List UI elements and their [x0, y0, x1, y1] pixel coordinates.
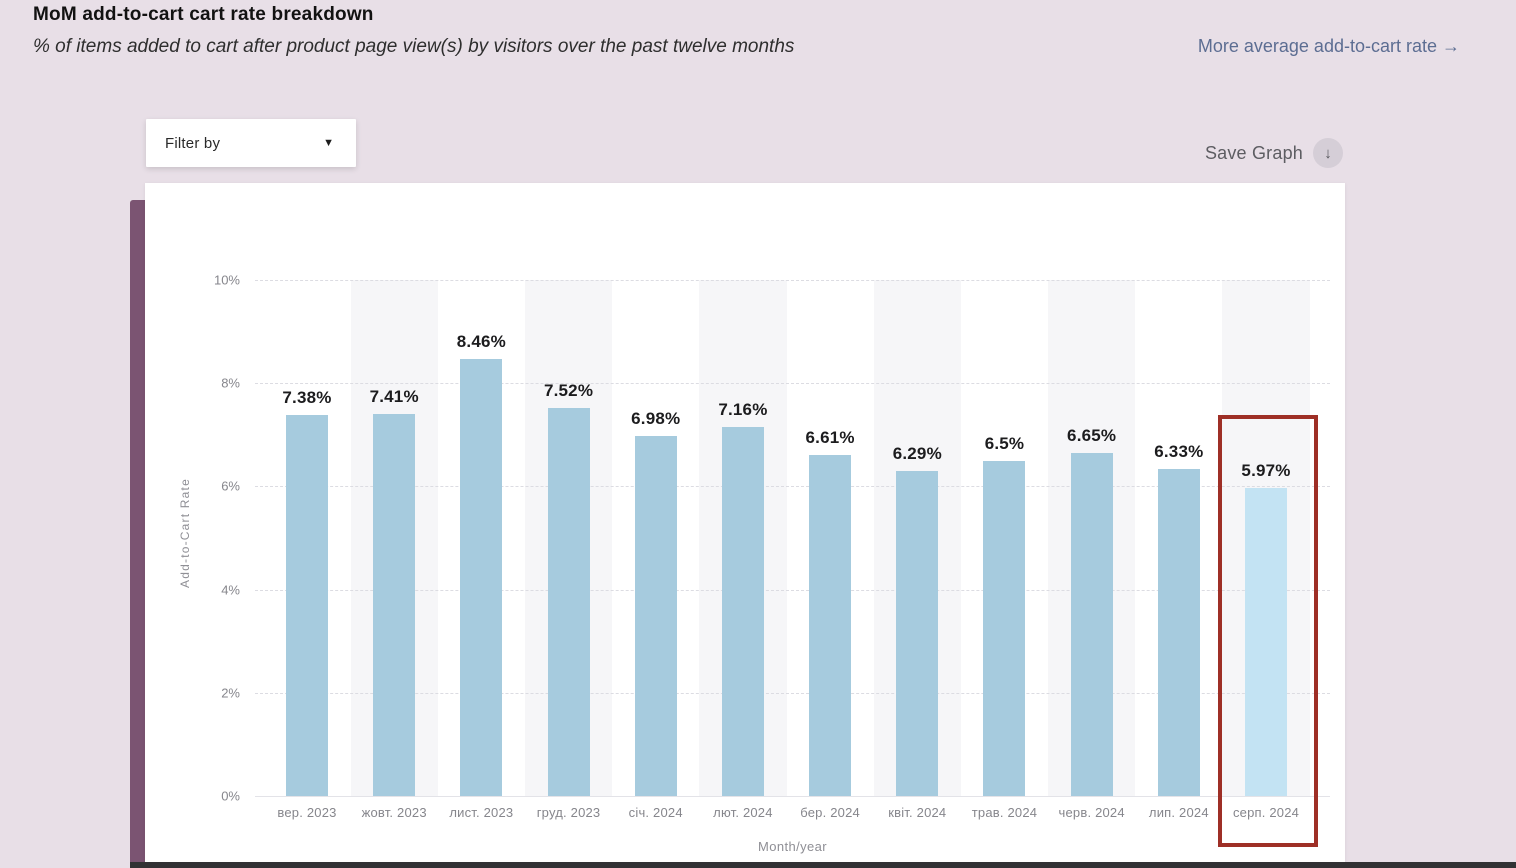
- y-tick-label: 8%: [221, 375, 240, 391]
- chart-panel: Add-to-Cart Rate 0% 2% 4% 6% 8% 10% 7.38% вер. …: [145, 183, 1345, 868]
- x-tick-label: лист. 2023: [449, 805, 514, 820]
- page-title: MoM add-to-cart cart rate breakdown: [33, 4, 374, 25]
- x-tick-label: квіт. 2024: [888, 805, 947, 820]
- bar-9[interactable]: [983, 460, 1026, 796]
- chevron-down-icon: ▼: [323, 137, 334, 149]
- bar-8[interactable]: [896, 471, 939, 796]
- x-tick-label: лип. 2024: [1148, 805, 1209, 820]
- bar-value-label: 7.38%: [282, 388, 332, 408]
- grid-line: [255, 589, 1330, 591]
- left-accent-strip: [130, 200, 146, 868]
- bar-2[interactable]: [373, 413, 416, 796]
- bar-10[interactable]: [1070, 452, 1113, 796]
- bar-value-label: 6.5%: [984, 433, 1025, 453]
- x-tick-label: січ. 2024: [628, 805, 683, 820]
- x-tick-label: груд. 2023: [536, 805, 601, 820]
- bar-value-label: 6.61%: [805, 427, 855, 447]
- y-axis-title: Add-to-Cart Rate: [178, 478, 192, 588]
- x-tick-label: трав. 2024: [971, 805, 1038, 820]
- grid-line: [255, 280, 1330, 281]
- bar-3[interactable]: [460, 359, 503, 796]
- bar-value-label: 7.41%: [369, 386, 419, 406]
- page-subtitle: % of items added to cart after product p…: [33, 36, 795, 57]
- bar-5[interactable]: [634, 435, 677, 796]
- grid-line: [255, 486, 1330, 488]
- grid-line: [255, 692, 1330, 694]
- x-tick-label: бер. 2024: [800, 805, 860, 820]
- y-tick-label: 10%: [213, 272, 240, 288]
- bottom-edge-bar: [130, 862, 1516, 868]
- grid-line: [255, 383, 1330, 385]
- bar-value-label: 8.46%: [456, 332, 506, 352]
- bar-4[interactable]: [547, 407, 590, 796]
- x-tick-label: черв. 2024: [1058, 805, 1125, 820]
- filter-by-label: Filter by: [165, 134, 221, 152]
- bar-1[interactable]: [286, 415, 328, 796]
- bar-value-label: 6.29%: [892, 444, 942, 464]
- x-axis-title: Month/year: [757, 839, 828, 854]
- bar-12[interactable]: [1245, 487, 1288, 796]
- save-graph-button[interactable]: Save Graph ↓: [1205, 138, 1343, 168]
- bar-value-label: 6.33%: [1154, 442, 1204, 462]
- bar-value-label: 7.16%: [718, 399, 768, 419]
- x-tick-label: вер. 2023: [277, 805, 337, 820]
- bar-value-label: 6.65%: [1067, 425, 1117, 445]
- save-graph-label: Save Graph: [1204, 142, 1303, 163]
- more-average-add-to-cart-rate-link[interactable]: More average add-to-cart rate →: [1197, 36, 1460, 56]
- filter-by-dropdown[interactable]: Filter by ▼: [146, 119, 356, 167]
- x-tick-label: серп. 2024: [1232, 805, 1300, 820]
- bar-value-label: 6.98%: [631, 408, 681, 428]
- bar-6[interactable]: [721, 426, 764, 796]
- download-icon[interactable]: ↓: [1313, 138, 1343, 168]
- bar-7[interactable]: [809, 454, 852, 796]
- x-tick-label: лют. 2024: [713, 805, 773, 820]
- y-tick-label: 2%: [221, 685, 240, 701]
- y-tick-label: 0%: [221, 788, 240, 804]
- grid-line: [255, 796, 1330, 797]
- y-tick-label: 6%: [221, 478, 240, 494]
- highlight-outline: [1218, 414, 1319, 847]
- x-tick-label: жовт. 2023: [361, 805, 427, 820]
- bar-value-label: 7.52%: [543, 380, 594, 400]
- bar-11[interactable]: [1157, 469, 1200, 796]
- bar-value-label: 5.97%: [1241, 460, 1291, 480]
- y-tick-label: 4%: [221, 582, 240, 598]
